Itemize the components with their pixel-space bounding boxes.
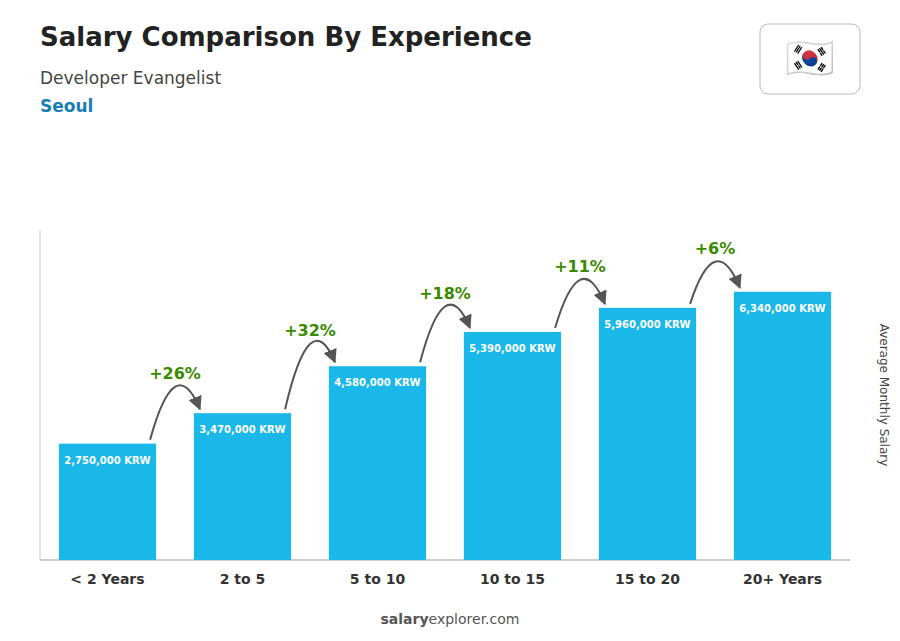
x-tick-label: 20+ Years — [743, 571, 822, 587]
data-label: 3,470,000 KRW — [199, 424, 285, 435]
flag: 🇰🇷 — [785, 35, 835, 81]
watermark-bold: salary — [381, 611, 429, 627]
bar — [59, 444, 156, 560]
bar — [734, 292, 831, 560]
data-label: 5,960,000 KRW — [604, 319, 690, 330]
change-arrow — [690, 261, 740, 304]
y-axis-label: Average Monthly Salary — [877, 324, 891, 467]
x-tick-label: < 2 Years — [70, 571, 144, 587]
x-tick-label: 5 to 10 — [350, 571, 406, 587]
bar — [194, 413, 291, 560]
bar — [599, 308, 696, 560]
watermark: salaryexplorer.com — [381, 611, 520, 627]
title: Salary Comparison By Experience — [40, 22, 532, 52]
change-arrow — [555, 279, 605, 328]
annotation: +18% — [419, 284, 471, 303]
bar — [329, 366, 426, 560]
bars — [59, 292, 831, 560]
data-label: 4,580,000 KRW — [334, 377, 420, 388]
data-label: 2,750,000 KRW — [64, 455, 150, 466]
x-tick-label: 10 to 15 — [480, 571, 545, 587]
y-axis-line — [40, 230, 41, 560]
annotation: +26% — [149, 364, 201, 383]
change-arrow — [285, 341, 335, 410]
annotation: +6% — [695, 239, 736, 258]
flag-box — [760, 24, 860, 94]
watermark-normal: explorer.com — [429, 611, 520, 627]
city: Seoul — [40, 96, 93, 116]
data-label: 6,340,000 KRW — [739, 303, 825, 314]
subtitle: Developer Evangelist — [40, 68, 221, 88]
bar — [464, 332, 561, 560]
x-tick-label: 15 to 20 — [615, 571, 680, 587]
annotation: +11% — [554, 257, 606, 276]
x-tick-label: 2 to 5 — [220, 571, 266, 587]
change-arrow — [150, 385, 200, 439]
x-axis-line — [40, 560, 850, 561]
data-label: 5,390,000 KRW — [469, 343, 555, 354]
chart: Salary Comparison By Experience Developer… — [0, 0, 900, 641]
annotation: +32% — [284, 321, 336, 340]
change-arrow — [420, 305, 470, 363]
